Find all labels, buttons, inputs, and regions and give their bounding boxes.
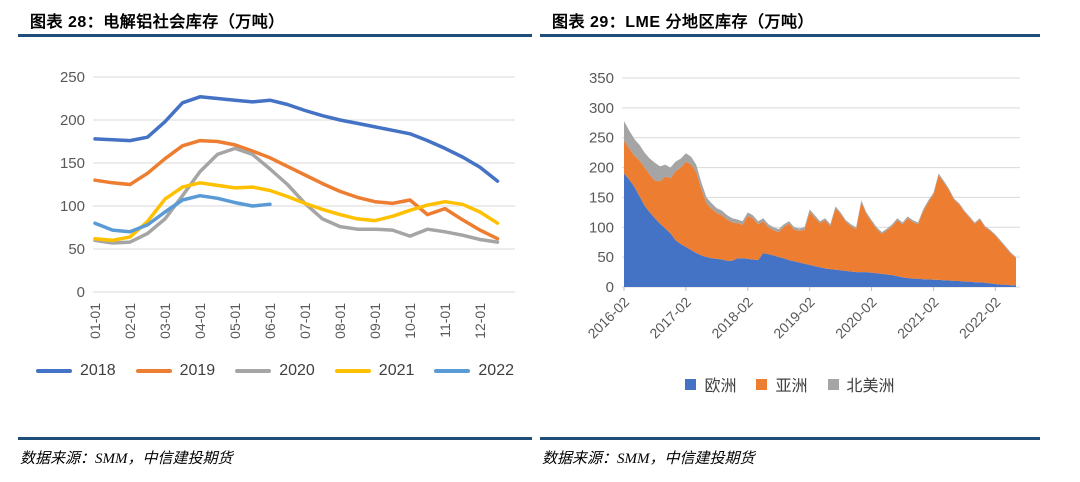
legend-label: 亚洲 — [775, 378, 808, 395]
x-axis-tick-label: 2018-02 — [708, 294, 756, 342]
figure-29-panel: 图表 29：LME 分地区库存（万吨） 0 50 100 150 200 250 300 35… — [540, 0, 1040, 482]
legend-item-北美洲: 北美洲 — [827, 372, 895, 396]
legend-swatch — [756, 378, 768, 390]
legend-swatch — [36, 369, 73, 373]
line-series-2022 — [93, 193, 272, 234]
x-axis-tick-label: 2016-02 — [584, 294, 632, 342]
figure-29-source-rule — [540, 437, 1040, 440]
figure-29-source: 数据来源：SMM，中信建投期货 — [542, 451, 755, 467]
legend-item-2020: 2020 — [235, 362, 315, 380]
x-axis-tick-label: 04-01 — [192, 303, 208, 339]
legend-label: 北美洲 — [846, 378, 895, 395]
x-axis-tick-label: 08-01 — [332, 303, 348, 339]
legend-item-2022: 2022 — [434, 362, 514, 380]
figure-28-title-rule — [18, 34, 532, 37]
x-axis-tick-label: 2019-02 — [770, 294, 818, 342]
legend-label: 2018 — [80, 362, 116, 379]
x-axis-tick-label: 05-01 — [227, 303, 243, 339]
area-series-亚洲 — [624, 140, 1016, 286]
y-axis-tick-label: 50 — [68, 241, 85, 258]
figure-28-source: 数据来源：SMM，中信建投期货 — [20, 451, 233, 467]
x-axis-tick-label: 2022-02 — [956, 294, 1004, 342]
figure-29-title: 图表 29：LME 分地区库存（万吨） — [552, 14, 814, 31]
figure-29-legend: 欧洲 亚洲 北美洲 — [540, 372, 1040, 396]
y-axis-tick-label: 250 — [589, 130, 614, 147]
y-axis-tick-label: 100 — [60, 198, 85, 215]
y-axis-tick-label: 300 — [589, 100, 614, 117]
line-series-2020 — [93, 146, 500, 245]
x-axis-tick-label: 2021-02 — [894, 294, 942, 342]
area-series-北美洲 — [624, 121, 1016, 259]
figure-28-legend: 2018 2019 2020 2021 2022 — [18, 362, 532, 380]
y-axis-tick-label: 150 — [589, 189, 614, 206]
legend-item-2018: 2018 — [36, 362, 116, 380]
x-axis-tick-label: 01-01 — [87, 303, 103, 339]
x-axis-tick-label: 06-01 — [262, 303, 278, 339]
y-axis-tick-label: 200 — [589, 160, 614, 177]
legend-item-亚洲: 亚洲 — [756, 372, 808, 396]
x-axis-tick-label: 10-01 — [402, 303, 418, 339]
legend-label: 2022 — [478, 362, 514, 379]
x-axis-tick-label: 2020-02 — [832, 294, 880, 342]
x-axis-tick-label: 07-01 — [297, 303, 313, 339]
legend-swatch — [827, 378, 839, 390]
y-axis-tick-label: 100 — [589, 219, 614, 236]
social-inventory-line-chart: 0 50 100 150 200 250 01-01 02-01 03-01 04-01 05-01… — [60, 69, 515, 339]
legend-swatch — [334, 369, 371, 373]
legend-item-2019: 2019 — [135, 362, 216, 380]
legend-swatch — [434, 369, 471, 373]
y-axis-tick-label: 200 — [60, 112, 85, 129]
y-axis-tick-label: 350 — [589, 70, 614, 87]
x-axis-tick-label: 11-01 — [437, 303, 453, 338]
lme-region-stacked-area-chart: 0 50 100 150 200 250 300 350 2016-02 2017-02 2018-… — [584, 70, 1020, 342]
area-series-欧洲 — [624, 173, 1016, 287]
y-axis-tick-label: 250 — [60, 69, 85, 86]
figure-28-source-rule — [18, 437, 532, 440]
x-axis-tick-label: 03-01 — [157, 303, 173, 339]
y-axis-tick-label: 0 — [606, 279, 614, 296]
legend-swatch — [235, 369, 272, 373]
y-axis-tick-label: 50 — [597, 249, 614, 266]
y-axis-tick-label: 150 — [60, 155, 85, 172]
figure-28-title: 图表 28：电解铝社会库存（万吨） — [30, 14, 285, 31]
x-axis-tick-label: 12-01 — [472, 303, 488, 339]
line-series-2021 — [93, 181, 500, 243]
x-axis-tick-label: 02-01 — [122, 303, 138, 339]
legend-label: 2019 — [179, 362, 216, 379]
legend-label: 欧洲 — [704, 378, 737, 395]
legend-swatch — [685, 378, 697, 390]
y-axis-tick-label: 0 — [77, 284, 85, 301]
figure-29-title-rule — [540, 34, 1040, 37]
figure-28-panel: 图表 28：电解铝社会库存（万吨） 0 50 100 150 200 250 01-01 02… — [18, 0, 532, 482]
x-axis-tick-label: 09-01 — [367, 303, 383, 339]
line-series-2019 — [93, 138, 500, 241]
legend-swatch — [135, 369, 172, 373]
line-series-2018 — [93, 95, 500, 183]
legend-item-2021: 2021 — [334, 362, 415, 380]
legend-label: 2021 — [378, 362, 415, 379]
legend-label: 2020 — [279, 362, 315, 379]
x-axis-tick-label: 2017-02 — [646, 294, 694, 342]
legend-item-欧洲: 欧洲 — [685, 372, 736, 396]
